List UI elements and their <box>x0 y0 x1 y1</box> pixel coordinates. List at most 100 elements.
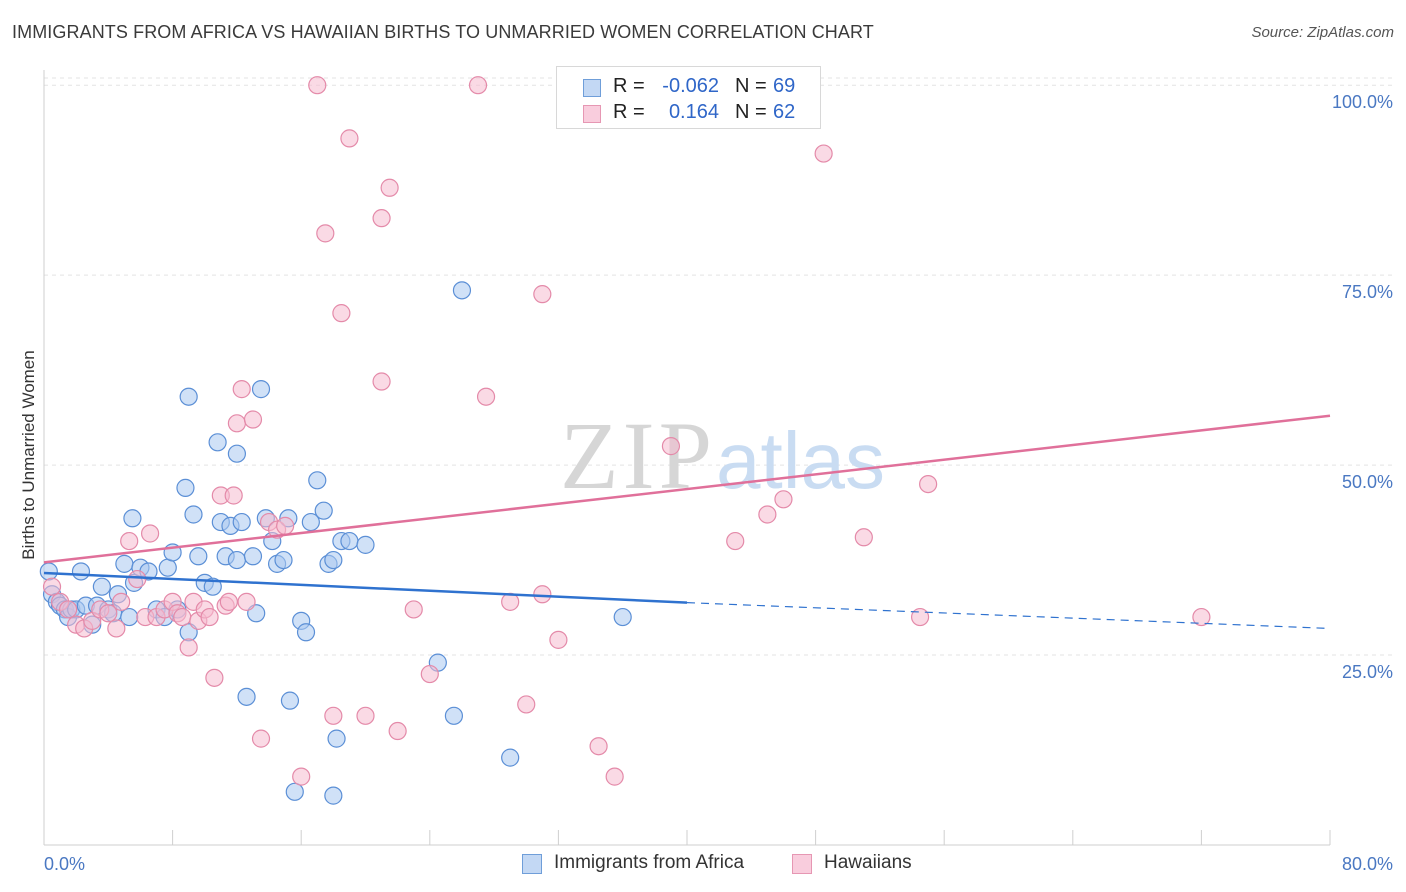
data-point <box>533 585 552 604</box>
data-point <box>123 509 142 528</box>
data-point <box>316 224 335 243</box>
data-point <box>158 558 177 577</box>
r-value: -0.062 <box>662 75 719 97</box>
data-point <box>356 706 375 725</box>
data-point <box>92 577 111 596</box>
data-point <box>314 501 333 520</box>
n-value: 62 <box>773 101 796 123</box>
data-point <box>140 524 160 543</box>
data-point <box>39 562 58 581</box>
africa-swatch <box>583 79 601 97</box>
x-tick-label-min: 0.0% <box>44 854 85 874</box>
data-point <box>758 505 777 524</box>
data-point <box>468 76 488 95</box>
data-point <box>332 304 351 323</box>
data-point <box>501 748 520 767</box>
data-point <box>176 478 195 497</box>
y-axis-label: Births to Unmarried Women <box>19 350 38 559</box>
data-point <box>301 512 320 532</box>
n-label: N = <box>735 75 767 97</box>
axes <box>43 70 1331 846</box>
data-point <box>42 577 62 596</box>
data-point <box>232 380 251 399</box>
source-label: Source: ZipAtlas.com <box>1251 24 1394 41</box>
data-point <box>276 516 295 535</box>
data-point <box>292 767 311 786</box>
data-point <box>107 619 126 638</box>
n-value: 69 <box>773 75 796 97</box>
data-point <box>237 687 256 706</box>
x-tick-label-max: 80.0% <box>1342 854 1393 874</box>
hawaiian-points <box>42 76 1211 786</box>
data-point <box>227 444 246 463</box>
data-point <box>814 144 833 163</box>
data-point <box>128 569 147 589</box>
data-point <box>280 691 300 710</box>
watermark-zip: ZIP <box>560 402 716 509</box>
data-point <box>251 729 271 748</box>
data-point <box>444 706 464 725</box>
data-point <box>340 129 359 148</box>
data-point <box>232 512 251 532</box>
data-point <box>227 414 246 433</box>
data-point <box>184 505 203 524</box>
y-tick-label: 75.0% <box>1342 282 1393 302</box>
data-point <box>219 592 238 611</box>
data-point <box>208 433 227 452</box>
data-point <box>404 600 423 619</box>
data-point <box>120 531 139 551</box>
y-tick-label: 50.0% <box>1342 472 1393 492</box>
data-point <box>549 630 568 649</box>
data-point <box>179 638 198 657</box>
data-point <box>205 668 224 687</box>
data-point <box>854 528 873 547</box>
data-point <box>1192 607 1211 627</box>
data-point <box>59 600 78 619</box>
hawaiians-legend-label: Hawaiians <box>824 852 912 873</box>
data-point <box>296 623 316 642</box>
data-point <box>380 178 399 197</box>
watermark-atlas: atlas <box>716 416 885 505</box>
grid-lines <box>44 77 1395 656</box>
y-tick-labels: 25.0% 50.0% 75.0% 100.0% <box>1332 92 1393 682</box>
data-point <box>533 285 552 304</box>
trend-lines <box>43 414 1331 630</box>
y-tick-label: 100.0% <box>1332 92 1393 112</box>
data-point <box>589 737 608 756</box>
data-point <box>189 547 208 566</box>
y-tick-label: 25.0% <box>1342 662 1393 682</box>
data-point <box>605 767 624 786</box>
data-point <box>200 607 219 627</box>
data-point <box>112 592 131 611</box>
data-point <box>372 372 391 391</box>
africa-legend-swatch <box>522 854 542 874</box>
data-point <box>476 387 496 406</box>
n-label: N = <box>735 101 767 123</box>
africa-legend-label: Immigrants from Africa <box>554 852 745 873</box>
data-point <box>910 607 930 627</box>
data-point <box>340 531 359 551</box>
data-point <box>227 550 246 570</box>
data-point <box>452 281 472 300</box>
r-label: R = <box>613 75 645 97</box>
data-point <box>243 410 263 429</box>
data-point <box>324 550 343 570</box>
data-point <box>726 531 745 551</box>
data-point <box>237 592 256 611</box>
r-value: 0.164 <box>668 101 719 123</box>
hawaiian-trend-line <box>43 414 1331 564</box>
stats-legend: R = -0.062 N = 69 R = 0.164 N = 62 <box>556 66 821 129</box>
data-point <box>251 380 271 399</box>
data-point <box>327 729 346 748</box>
data-point <box>372 209 391 228</box>
hawaiians-legend-swatch <box>792 854 812 874</box>
data-point <box>99 604 118 623</box>
africa-trend-line <box>43 571 688 604</box>
data-point <box>661 437 681 456</box>
data-point <box>173 607 192 627</box>
data-point <box>420 664 439 684</box>
data-point <box>324 706 343 725</box>
r-label: R = <box>613 101 645 123</box>
data-point <box>243 547 263 566</box>
